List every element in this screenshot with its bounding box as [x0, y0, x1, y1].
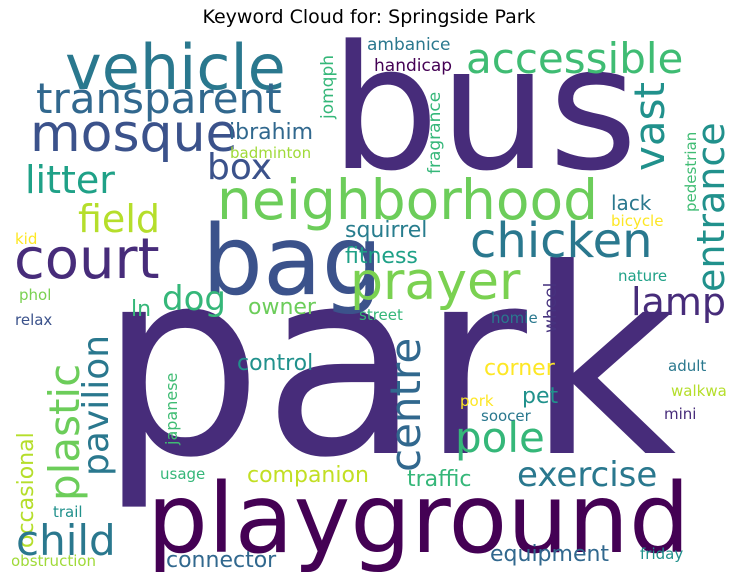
- word-obstruction: obstruction: [12, 552, 97, 570]
- word-lack: lack: [611, 191, 652, 215]
- word-chicken: chicken: [470, 213, 653, 269]
- word-nature: nature: [618, 267, 668, 285]
- word-corner: corner: [484, 356, 555, 381]
- word-vast: vast: [625, 82, 674, 171]
- word-pavilion: pavilion: [76, 334, 117, 476]
- word-companion: companion: [247, 463, 369, 488]
- word-box: box: [207, 147, 273, 188]
- word-litter: litter: [25, 158, 115, 202]
- word-neighborhood: neighborhood: [217, 168, 599, 232]
- word-connector: connector: [166, 548, 277, 573]
- chart-title: Keyword Cloud for: Springside Park: [202, 6, 536, 28]
- word-bus: bus: [330, 35, 638, 209]
- word-pork: pork: [460, 392, 494, 410]
- word-jomqph: jomqph: [318, 54, 338, 119]
- word-ln: ln: [131, 297, 152, 322]
- word-park: park: [99, 214, 677, 514]
- word-equipment: equipment: [490, 542, 610, 567]
- word-control: control: [237, 351, 314, 376]
- word-transparent: transparent: [36, 74, 282, 123]
- word-child: child: [16, 516, 116, 565]
- word-street: street: [359, 306, 403, 324]
- word-walkway: walkway: [671, 382, 726, 400]
- word-court: court: [14, 227, 160, 292]
- word-dog: dog: [162, 279, 226, 319]
- word-traffic: traffic: [407, 467, 472, 492]
- word-badminton: badminton: [230, 144, 312, 162]
- word-cloud: park bus playground bag neighborhood veh…: [12, 35, 726, 578]
- word-exercise: exercise: [517, 455, 658, 495]
- word-ibrahim: ibrahim: [229, 120, 314, 145]
- word-phol: phol: [19, 286, 52, 304]
- word-owner: owner: [248, 295, 316, 320]
- word-pole: pole: [455, 413, 545, 462]
- word-mini: mini: [664, 405, 697, 423]
- word-trail: trail: [53, 503, 83, 521]
- word-pet: pet: [522, 384, 559, 409]
- word-squirrel: squirrel: [345, 218, 428, 243]
- word-soocer: soocer: [481, 407, 531, 425]
- word-fitness: fitness: [345, 244, 418, 269]
- word-usage: usage: [160, 465, 206, 483]
- word-lamp: lamp: [631, 280, 726, 324]
- word-centre: centre: [381, 337, 430, 472]
- word-friday: friday: [640, 545, 684, 563]
- word-ambanice: ambanice: [367, 35, 451, 55]
- word-fragrance: fragrance: [425, 91, 445, 174]
- word-wheel: wheel: [541, 282, 561, 333]
- word-prayer: prayer: [350, 252, 521, 312]
- word-mosque: mosque: [30, 104, 238, 164]
- word-relax: relax: [15, 311, 53, 329]
- word-bag: bag: [202, 205, 383, 317]
- word-playground: playground: [147, 463, 690, 575]
- word-vehicle: vehicle: [65, 35, 286, 104]
- word-japanese: japanese: [162, 372, 181, 445]
- word-homie: homie: [491, 309, 538, 327]
- word-adult: adult: [668, 357, 707, 375]
- word-pedestrian: pedestrian: [682, 131, 700, 212]
- word-accessible: accessible: [466, 35, 684, 83]
- word-handicap: handicap: [374, 56, 453, 76]
- word-bicycle: bicycle: [611, 212, 664, 230]
- word-kid: kid: [15, 230, 38, 248]
- word-field: field: [78, 197, 160, 241]
